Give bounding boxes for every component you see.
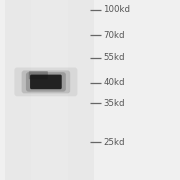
FancyBboxPatch shape — [29, 71, 48, 79]
Text: 35kd: 35kd — [103, 99, 125, 108]
Text: 100kd: 100kd — [103, 5, 130, 14]
Text: 55kd: 55kd — [103, 53, 125, 62]
Text: 70kd: 70kd — [103, 31, 125, 40]
Text: 40kd: 40kd — [103, 78, 125, 87]
FancyBboxPatch shape — [22, 70, 70, 93]
FancyBboxPatch shape — [5, 0, 94, 180]
FancyBboxPatch shape — [31, 0, 68, 180]
FancyBboxPatch shape — [14, 68, 77, 96]
FancyBboxPatch shape — [26, 72, 66, 92]
FancyBboxPatch shape — [30, 75, 62, 89]
Text: 25kd: 25kd — [103, 138, 125, 147]
